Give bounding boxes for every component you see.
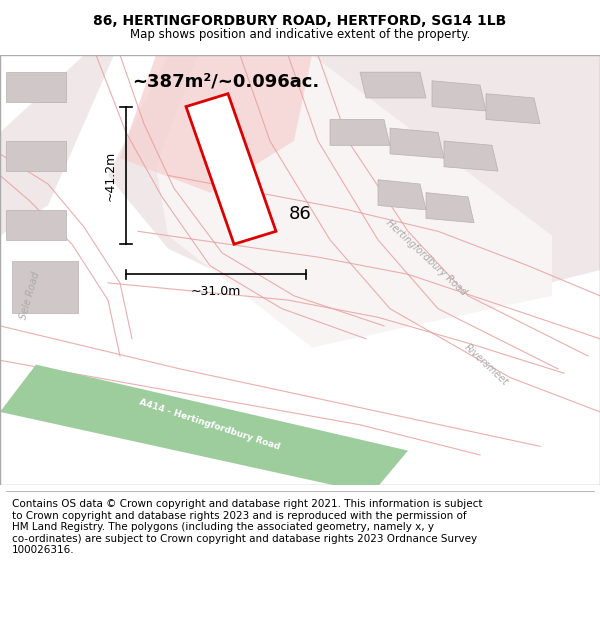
Polygon shape [156, 55, 552, 348]
Polygon shape [432, 81, 486, 111]
Polygon shape [108, 55, 600, 334]
Text: 86: 86 [289, 205, 311, 223]
Polygon shape [426, 192, 474, 222]
Polygon shape [486, 94, 540, 124]
Text: ~41.2m: ~41.2m [104, 150, 117, 201]
Text: 86, HERTINGFORDBURY ROAD, HERTFORD, SG14 1LB: 86, HERTINGFORDBURY ROAD, HERTFORD, SG14… [94, 14, 506, 28]
Text: ~31.0m: ~31.0m [191, 285, 241, 298]
Text: Sele Road: Sele Road [19, 271, 41, 321]
Polygon shape [0, 55, 114, 236]
Text: Hertingfordbury Road: Hertingfordbury Road [384, 217, 468, 297]
Polygon shape [360, 72, 426, 98]
Polygon shape [6, 72, 66, 102]
Polygon shape [6, 210, 66, 240]
Text: A414 - Hertingfordbury Road: A414 - Hertingfordbury Road [139, 398, 281, 452]
Polygon shape [378, 180, 426, 210]
Text: ~387m²/~0.096ac.: ~387m²/~0.096ac. [132, 72, 319, 90]
Polygon shape [120, 55, 312, 192]
Polygon shape [12, 261, 78, 313]
Polygon shape [390, 128, 444, 158]
Polygon shape [0, 364, 408, 494]
Text: Map shows position and indicative extent of the property.: Map shows position and indicative extent… [130, 28, 470, 41]
Text: Riversmeet: Riversmeet [462, 342, 510, 388]
Polygon shape [6, 141, 66, 171]
Polygon shape [444, 141, 498, 171]
Polygon shape [330, 119, 390, 145]
Polygon shape [186, 94, 276, 244]
Text: Contains OS data © Crown copyright and database right 2021. This information is : Contains OS data © Crown copyright and d… [12, 499, 482, 556]
